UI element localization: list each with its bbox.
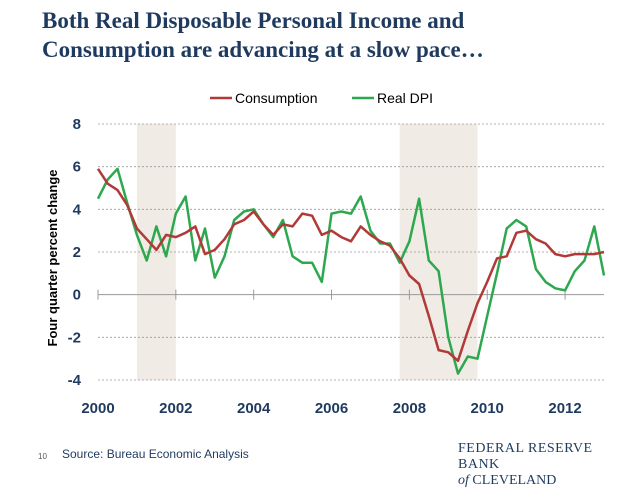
federal-reserve-logo: FEDERAL RESERVE BANK of CLEVELAND <box>458 441 638 489</box>
series-line-consumption <box>96 168 605 363</box>
chart-legend: Consumption Real DPI <box>210 90 433 106</box>
x-tick-label: 2006 <box>315 400 348 417</box>
line-chart: -4 -2 0 2 4 6 8 2000 2002 2004 2006 2008 2010 2012 F… <box>45 90 606 417</box>
gridlines <box>97 123 604 381</box>
y-tick-label: 2 <box>73 244 81 261</box>
x-tick-label: 2000 <box>81 400 114 417</box>
y-tick-label: -2 <box>68 329 81 346</box>
x-tick-label: 2004 <box>237 400 271 417</box>
logo-line1: FEDERAL RESERVE BANK <box>458 441 593 472</box>
legend-label-consumption: Consumption <box>235 90 318 106</box>
slide-title: Both Real Disposable Personal Income and… <box>42 6 632 64</box>
y-tick-label: 4 <box>73 201 82 218</box>
x-tick-label: 2012 <box>548 400 581 417</box>
legend-label-real-dpi: Real DPI <box>377 90 433 106</box>
slide-title-line2: Consumption are advancing at a slow pace… <box>42 37 484 62</box>
y-axis-label: Four quarter percent change <box>45 170 60 347</box>
y-tick-label: -4 <box>68 372 82 389</box>
y-tick-label: 0 <box>73 287 81 304</box>
series-lines <box>96 167 606 375</box>
slide-number: 10 <box>38 452 47 461</box>
logo-of: of <box>458 473 469 488</box>
y-tick-label: 8 <box>73 116 81 133</box>
x-tick-label: 2002 <box>159 400 192 417</box>
logo-line2: of CLEVELAND <box>458 473 638 489</box>
source-note: Source: Bureau Economic Analysis <box>62 447 249 461</box>
series-line-real-dpi <box>96 167 606 375</box>
y-axis-ticks: -4 -2 0 2 4 6 8 <box>68 116 82 389</box>
x-axis-ticks: 2000 2002 2004 2006 2008 2010 2012 <box>81 400 581 417</box>
y-tick-label: 6 <box>73 159 81 176</box>
x-tick-label: 2008 <box>393 400 426 417</box>
slide-title-line1: Both Real Disposable Personal Income and <box>42 8 465 33</box>
x-tick-label: 2010 <box>471 400 504 417</box>
logo-city: CLEVELAND <box>472 473 557 488</box>
